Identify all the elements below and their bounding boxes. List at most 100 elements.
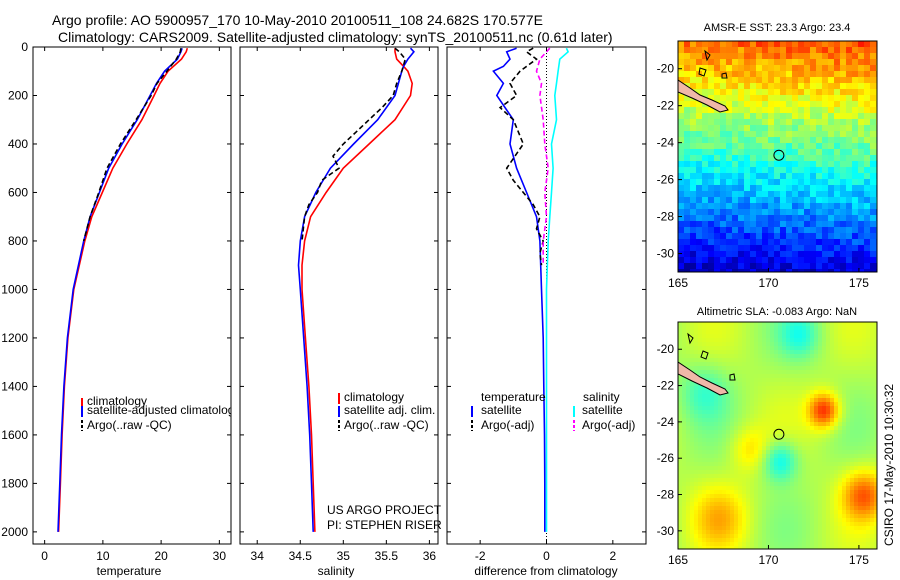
heatmap-cell [806, 542, 811, 547]
heatmap-cell [818, 342, 823, 347]
heatmap-cell [722, 450, 727, 455]
heatmap-cell [830, 398, 835, 403]
heatmap-cell [770, 358, 775, 363]
heatmap-cell [778, 406, 783, 411]
heatmap-cell [864, 77, 871, 84]
heatmap-cell [786, 47, 793, 54]
heatmap-cell [710, 498, 715, 503]
heatmap-cell [810, 233, 817, 240]
heatmap-cell [850, 454, 855, 459]
heatmap-cell [850, 438, 855, 443]
heatmap-cell [810, 482, 815, 487]
heatmap-cell [870, 414, 875, 419]
heatmap-cell [826, 434, 831, 439]
heatmap-cell [818, 470, 823, 475]
heatmap-cell [738, 522, 743, 527]
heatmap-cell [818, 546, 823, 549]
heatmap-cell [708, 149, 715, 156]
heatmap-cell [826, 330, 831, 335]
heatmap-cell [858, 414, 863, 419]
heatmap-cell [730, 438, 735, 443]
heatmap-cell [834, 137, 841, 144]
heatmap-cell [850, 530, 855, 535]
heatmap-cell [826, 490, 831, 495]
heatmap-cell [814, 342, 819, 347]
heatmap-cell [756, 83, 763, 90]
heatmap-cell [786, 466, 791, 471]
heatmap-cell [702, 41, 709, 48]
heatmap-cell [790, 482, 795, 487]
heatmap-cell [684, 125, 691, 132]
heatmap-cell [770, 394, 775, 399]
heatmap-cell [766, 342, 771, 347]
heatmap-cell [798, 197, 805, 204]
heatmap-cell [738, 474, 743, 479]
heatmap-cell [762, 490, 767, 495]
heatmap-cell [754, 358, 759, 363]
heatmap-cell [846, 263, 853, 270]
heatmap-cell [792, 167, 799, 174]
heatmap-cell [744, 191, 751, 198]
heatmap-cell [790, 414, 795, 419]
heatmap-cell [850, 534, 855, 539]
heatmap-cell [714, 149, 721, 156]
heatmap-cell [810, 458, 815, 463]
heatmap-cell [738, 227, 745, 234]
heatmap-cell [684, 209, 691, 216]
heatmap-cell [678, 506, 683, 511]
heatmap-cell [798, 346, 803, 351]
heatmap-cell [854, 414, 859, 419]
heatmap-cell [682, 414, 687, 419]
heatmap-cell [852, 47, 859, 54]
heatmap-cell [698, 402, 703, 407]
heatmap-cell [714, 263, 721, 270]
heatmap-cell [706, 330, 711, 335]
heatmap-cell [756, 173, 763, 180]
heatmap-cell [806, 458, 811, 463]
heatmap-cell [706, 442, 711, 447]
heatmap-cell [864, 131, 871, 138]
heatmap-cell [874, 538, 877, 543]
heatmap-cell [726, 257, 733, 264]
heatmap-cell [806, 546, 811, 549]
heatmap-cell [756, 269, 763, 272]
heatmap-cell [858, 426, 863, 431]
heatmap-cell [786, 149, 793, 156]
heatmap-cell [850, 474, 855, 479]
heatmap-cell [678, 474, 683, 479]
heatmap-cell [722, 362, 727, 367]
heatmap-cell [780, 161, 787, 168]
heatmap-cell [750, 203, 757, 210]
heatmap-cell [702, 498, 707, 503]
heatmap-cell [854, 430, 859, 435]
heatmap-cell [850, 398, 855, 403]
heatmap-cell [866, 534, 871, 539]
heatmap-cell [738, 542, 743, 547]
heatmap-cell [690, 203, 697, 210]
heatmap-cell [786, 394, 791, 399]
heatmap-cell [786, 378, 791, 383]
heatmap-cell [710, 390, 715, 395]
heatmap-cell [834, 542, 839, 547]
heatmap-cell [702, 215, 709, 222]
heatmap-cell [738, 77, 745, 84]
heatmap-cell [826, 362, 831, 367]
temperature-plot-frame [32, 46, 232, 545]
heatmap-cell [766, 334, 771, 339]
heatmap-cell [730, 374, 735, 379]
heatmap-cell [698, 450, 703, 455]
heatmap-cell [708, 251, 715, 258]
heatmap-cell [834, 354, 839, 359]
heatmap-cell [874, 542, 877, 547]
heatmap-cell [842, 538, 847, 543]
heatmap-cell [806, 410, 811, 415]
heatmap-cell [734, 398, 739, 403]
heatmap-cell [768, 71, 775, 78]
heatmap-cell [710, 346, 715, 351]
heatmap-cell [822, 137, 829, 144]
heatmap-cell [690, 418, 695, 423]
heatmap-cell [792, 185, 799, 192]
heatmap-cell [744, 77, 751, 84]
heatmap-cell [738, 263, 745, 270]
heatmap-cell [810, 418, 815, 423]
